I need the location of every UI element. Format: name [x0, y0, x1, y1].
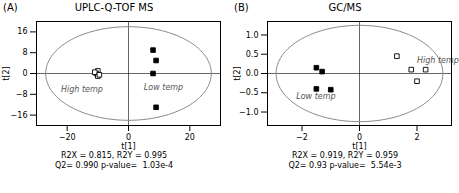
html-text:(A): (A): [3, 2, 18, 13]
svg-text:−8: −8: [16, 90, 28, 99]
svg-text:Low temp: Low temp: [144, 83, 183, 92]
svg-text:t[2]: t[2]: [2, 66, 11, 80]
svg-text:t[2]: t[2]: [233, 66, 242, 80]
svg-text:−16: −16: [11, 111, 28, 120]
svg-text:0: 0: [126, 133, 131, 143]
svg-text:8: 8: [22, 48, 27, 57]
svg-text:1.0: 1.0: [246, 31, 259, 40]
svg-text:High temp: High temp: [61, 85, 103, 94]
svg-text:−20: −20: [59, 133, 76, 142]
svg-text:−2: −2: [296, 133, 308, 142]
svg-text:2: 2: [414, 133, 419, 142]
html-text:(B): (B): [234, 2, 249, 13]
html-text:GC/MS: GC/MS: [328, 2, 362, 13]
html-text:R2X = 0.815, R2Y = 0.995 Q2= 0: R2X = 0.815, R2Y = 0.995 Q2= 0.990 p-val…: [54, 151, 174, 170]
svg-text:0: 0: [357, 133, 362, 143]
svg-text:t[1]: t[1]: [352, 142, 366, 151]
svg-text:0: 0: [22, 69, 27, 78]
svg-text:20: 20: [185, 133, 195, 142]
svg-text:0.5: 0.5: [246, 50, 259, 59]
svg-text:−0.5: −0.5: [239, 88, 258, 97]
svg-text:0.0: 0.0: [246, 69, 259, 78]
svg-text:High temp: High temp: [417, 56, 459, 65]
html-text:R2X = 0.919, R2Y = 0.959 Q2= 0: R2X = 0.919, R2Y = 0.959 Q2= 0.93 p-valu…: [288, 151, 402, 170]
html-text:UPLC-Q-TOF MS: UPLC-Q-TOF MS: [74, 2, 154, 13]
svg-text:t[1]: t[1]: [121, 142, 135, 151]
svg-text:16: 16: [17, 27, 27, 36]
svg-text:Low temp: Low temp: [296, 92, 335, 101]
svg-text:−1.0: −1.0: [239, 108, 258, 117]
